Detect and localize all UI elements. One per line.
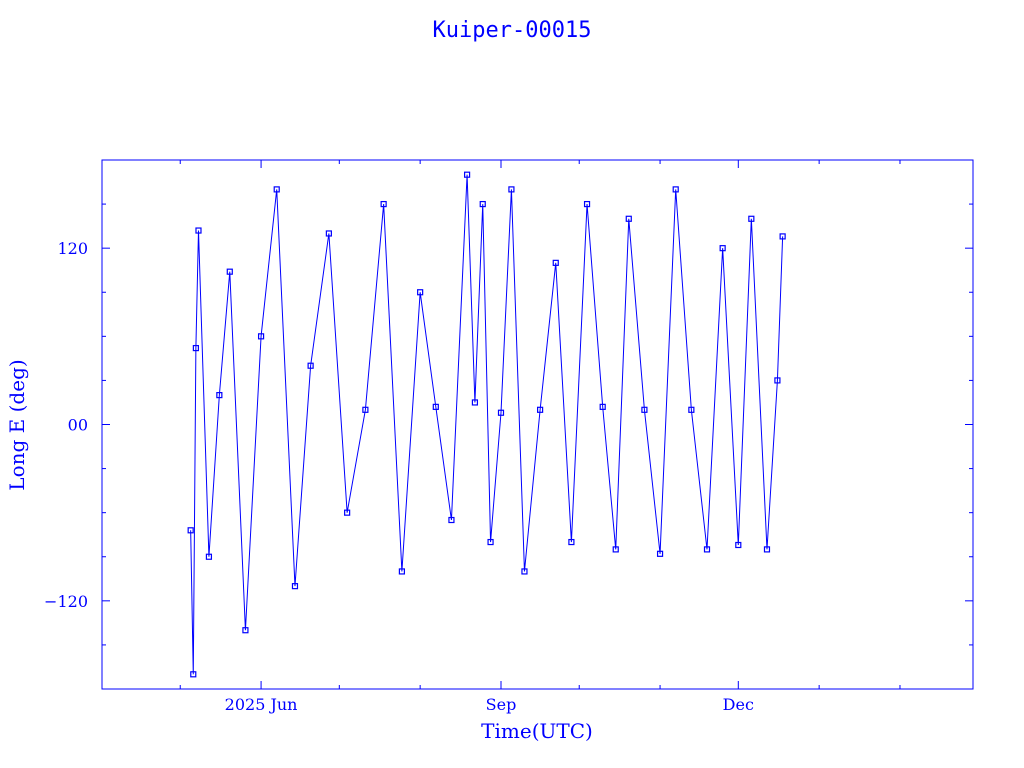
data-point-marker: [205, 553, 213, 560]
x-tick-label: Sep: [486, 695, 517, 714]
data-point-marker: [257, 333, 265, 340]
data-point-marker: [735, 541, 742, 549]
data-point-marker: [380, 200, 387, 208]
data-point-marker: [552, 259, 559, 266]
data-point-marker: [242, 627, 249, 634]
y-axis-label: Long E (deg): [5, 359, 29, 490]
y-tick-label: 00: [68, 416, 88, 435]
data-point-marker: [719, 245, 726, 252]
data-point-marker: [273, 186, 280, 193]
data-point-marker: [307, 362, 314, 369]
data-point-marker: [192, 344, 199, 352]
data-point-marker: [432, 403, 439, 410]
data-point-marker: [291, 583, 299, 590]
data-point-marker: [612, 546, 619, 553]
data-point-marker: [672, 186, 679, 193]
data-point-marker: [216, 392, 223, 399]
data-point-marker: [362, 406, 369, 413]
data-point-marker: [226, 268, 233, 275]
plot-area: [187, 171, 786, 678]
x-tick-label: Dec: [723, 695, 754, 714]
data-point-marker: [497, 409, 505, 416]
data-point-marker: [779, 233, 786, 240]
data-point-marker: [537, 406, 544, 413]
data-point-marker: [656, 550, 664, 557]
data-point-marker: [625, 215, 632, 222]
data-point-marker: [195, 227, 202, 234]
data-point-marker: [688, 406, 695, 413]
data-point-marker: [398, 568, 405, 575]
data-point-marker: [479, 200, 486, 208]
axis-tick-labels: 120 00 −120 2025 Jun Sep Dec: [44, 239, 754, 714]
data-point-marker: [599, 403, 606, 410]
x-axis-label: Time(UTC): [481, 719, 593, 743]
data-point-marker: [568, 538, 575, 546]
x-tick-label: 2025 Jun: [225, 695, 298, 714]
series-line: [190, 174, 784, 675]
data-point-marker: [748, 215, 755, 222]
data-point-marker: [463, 171, 471, 178]
y-tick-label: −120: [44, 592, 88, 611]
data-point-marker: [344, 509, 351, 516]
data-point-marker: [448, 516, 455, 524]
data-point-marker: [187, 527, 194, 534]
y-tick-label: 120: [57, 239, 88, 258]
data-point-marker: [641, 406, 648, 413]
data-point-marker: [703, 546, 711, 553]
data-point-marker: [471, 399, 479, 406]
plot-frame: [101, 159, 974, 690]
data-point-marker: [417, 289, 424, 296]
data-point-marker: [774, 377, 781, 384]
data-point-marker: [508, 186, 515, 193]
data-point-marker: [521, 568, 528, 575]
data-point-marker: [325, 230, 332, 237]
chart-title: Kuiper-00015: [433, 18, 592, 43]
axis-ticks: [101, 160, 973, 689]
data-point-marker: [763, 546, 771, 553]
data-point-marker: [583, 200, 591, 208]
data-point-marker: [190, 671, 197, 678]
data-point-marker: [487, 538, 494, 546]
